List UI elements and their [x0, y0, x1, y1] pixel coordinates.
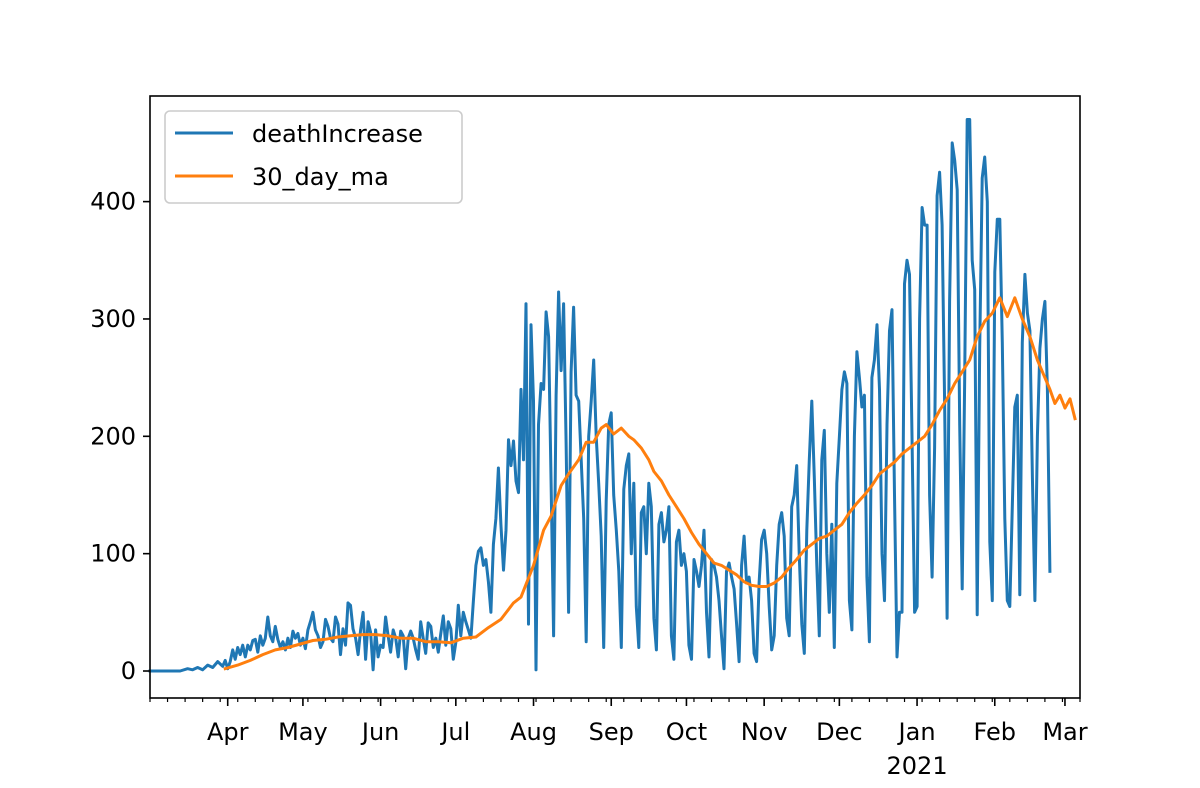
- x-tick-label: May: [278, 718, 328, 746]
- axes-frame: [149, 95, 1081, 699]
- x-tick-label: Apr: [207, 718, 249, 746]
- legend-label-30-day-ma: 30_day_ma: [252, 163, 389, 191]
- y-tick-label: 200: [90, 422, 136, 450]
- y-tick-label: 100: [90, 540, 136, 568]
- y-axis: 0 100 200 300 400: [90, 188, 150, 685]
- x-tick-label: Jan: [897, 718, 936, 746]
- series-line-deathIncrease: [148, 118, 1052, 673]
- x-tick-label: Feb: [974, 718, 1017, 746]
- x-axis: Apr May Jun Jul Aug Sep Oct Nov Dec Jan 2021 Feb Mar: [149, 698, 1088, 780]
- y-tick-label: 0: [121, 657, 136, 685]
- x-tick-label: Nov: [741, 718, 788, 746]
- x-tick-label: Dec: [816, 718, 862, 746]
- legend-label-deathIncrease: deathIncrease: [252, 120, 423, 148]
- x-tick-year-label: 2021: [887, 752, 948, 780]
- x-tick-label: Sep: [589, 718, 634, 746]
- x-tick-label: Oct: [666, 718, 708, 746]
- x-tick-label: Aug: [510, 718, 557, 746]
- x-tick-label: Jun: [360, 718, 400, 746]
- y-tick-label: 300: [90, 305, 136, 333]
- y-tick-label: 400: [90, 188, 136, 216]
- x-tick-label: Mar: [1042, 718, 1087, 746]
- series-line-30-day-ma: [223, 296, 1077, 671]
- legend-box: [164, 110, 463, 204]
- series-layer: [148, 118, 1077, 673]
- x-tick-label: Jul: [439, 718, 470, 746]
- legend: deathIncrease 30_day_ma: [164, 110, 463, 204]
